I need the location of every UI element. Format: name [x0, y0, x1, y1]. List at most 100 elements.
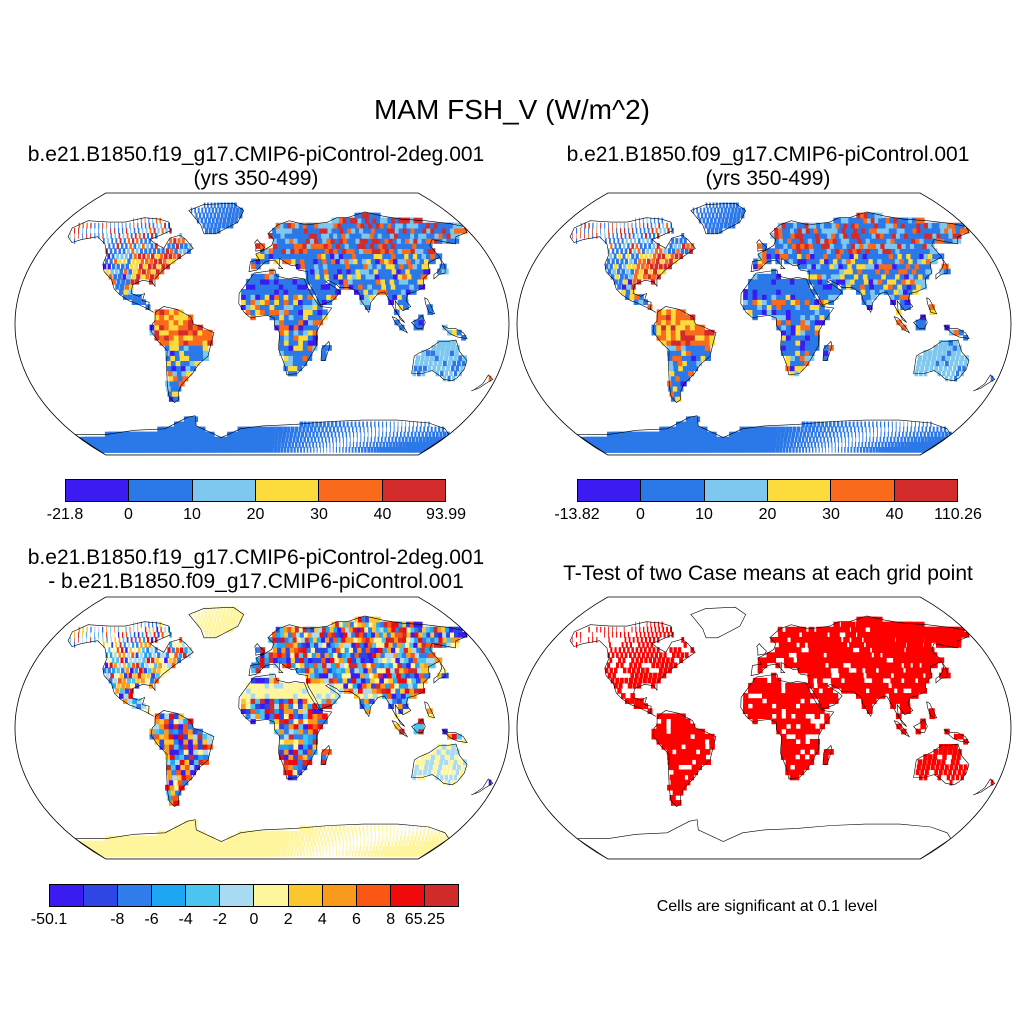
- grid-cell: [146, 233, 150, 239]
- grid-cell: [405, 845, 410, 852]
- grid-cell: [279, 718, 285, 725]
- grid-cell: [232, 207, 236, 214]
- grid-cell: [206, 212, 209, 219]
- grid-cell: [817, 227, 824, 234]
- grid-cell: [780, 436, 784, 443]
- grid-cell: [308, 258, 315, 265]
- grid-cell: [699, 431, 706, 438]
- coastline-philippines: [424, 297, 436, 315]
- grid-cell: [775, 273, 782, 280]
- grid-cell: [349, 431, 351, 438]
- grid-cell: [828, 447, 830, 453]
- grid-cell: [279, 334, 285, 341]
- grid-cell: [207, 738, 213, 745]
- grid-cell: [250, 693, 256, 699]
- grid-cell: [937, 370, 941, 377]
- grid-cell: [818, 447, 820, 453]
- grid-cell: [756, 447, 761, 453]
- grid-cell: [421, 754, 426, 760]
- grid-cell: [219, 845, 225, 852]
- grid-cell: [857, 426, 860, 433]
- grid-cell: [250, 273, 256, 280]
- grid-cell: [183, 733, 189, 740]
- grid-cell: [168, 657, 173, 664]
- grid-cell: [290, 447, 293, 453]
- grid-cell: [132, 642, 135, 648]
- grid-cell: [269, 672, 275, 679]
- grid-cell: [428, 662, 436, 669]
- grid-cell: [361, 258, 369, 265]
- grid-cell: [356, 835, 358, 842]
- grid-cell: [132, 698, 137, 704]
- grid-cell: [618, 263, 622, 270]
- grid-cell: [168, 329, 175, 336]
- grid-cell: [766, 284, 772, 290]
- grid-cell: [353, 647, 360, 653]
- grid-cell: [281, 840, 286, 847]
- grid-cell: [580, 233, 581, 239]
- grid-cell: [122, 233, 125, 239]
- grid-cell: [338, 677, 344, 684]
- grid-cell: [630, 268, 635, 275]
- grid-cell: [666, 340, 672, 346]
- grid-cell: [442, 728, 448, 735]
- grid-cell: [168, 426, 176, 433]
- grid-cell: [374, 426, 376, 433]
- grid-cell: [895, 233, 904, 239]
- grid-cell: [790, 329, 797, 336]
- grid-cell: [332, 441, 334, 448]
- grid-cell: [303, 657, 310, 664]
- grid-cell: [432, 365, 437, 372]
- grid-cell: [149, 227, 152, 234]
- grid-cell: [919, 278, 926, 285]
- grid-cell: [371, 278, 378, 285]
- grid-cell: [211, 217, 215, 224]
- grid-cell: [800, 324, 806, 331]
- grid-cell: [260, 284, 266, 290]
- grid-cell: [420, 647, 429, 653]
- grid-cell: [401, 289, 408, 295]
- grid-cell: [812, 426, 815, 433]
- grid-cell: [419, 248, 427, 254]
- grid-cell: [143, 263, 148, 270]
- grid-cell: [386, 647, 394, 653]
- grid-cell: [236, 845, 242, 852]
- grid-cell: [873, 431, 875, 438]
- grid-cell: [385, 233, 394, 239]
- grid-cell: [895, 426, 897, 433]
- grid-cell: [174, 350, 181, 356]
- grid-cell: [373, 253, 381, 260]
- grid-cell: [776, 284, 782, 290]
- grid-cell: [302, 830, 306, 837]
- grid-cell: [332, 426, 336, 433]
- grid-cell: [614, 243, 617, 249]
- grid-cell: [136, 238, 139, 244]
- grid-cell: [818, 289, 825, 295]
- grid-cell: [952, 345, 958, 351]
- grid-cell: [140, 662, 144, 669]
- grid-cell: [207, 202, 209, 209]
- grid-cell: [293, 718, 299, 725]
- grid-cell: [432, 769, 437, 776]
- grid-cell: [855, 217, 863, 224]
- grid-cell: [155, 268, 160, 275]
- grid-cell: [719, 202, 722, 209]
- grid-cell: [237, 851, 243, 857]
- grid-cell: [131, 652, 135, 658]
- grid-cell: [379, 662, 387, 669]
- grid-cell: [919, 238, 928, 244]
- grid-cell: [890, 238, 898, 244]
- grid-cell: [311, 825, 315, 832]
- grid-cell: [172, 774, 179, 781]
- grid-cell: [195, 426, 202, 433]
- grid-cell: [197, 728, 203, 735]
- grid-cell: [936, 253, 945, 260]
- grid-cell: [618, 278, 623, 285]
- grid-cell: [260, 278, 266, 285]
- grid-cell: [173, 375, 180, 382]
- grid-cell: [596, 222, 598, 229]
- grid-cell: [297, 769, 303, 776]
- grid-cell: [865, 248, 872, 254]
- grid-cell: [872, 436, 874, 443]
- grid-cell: [706, 217, 710, 224]
